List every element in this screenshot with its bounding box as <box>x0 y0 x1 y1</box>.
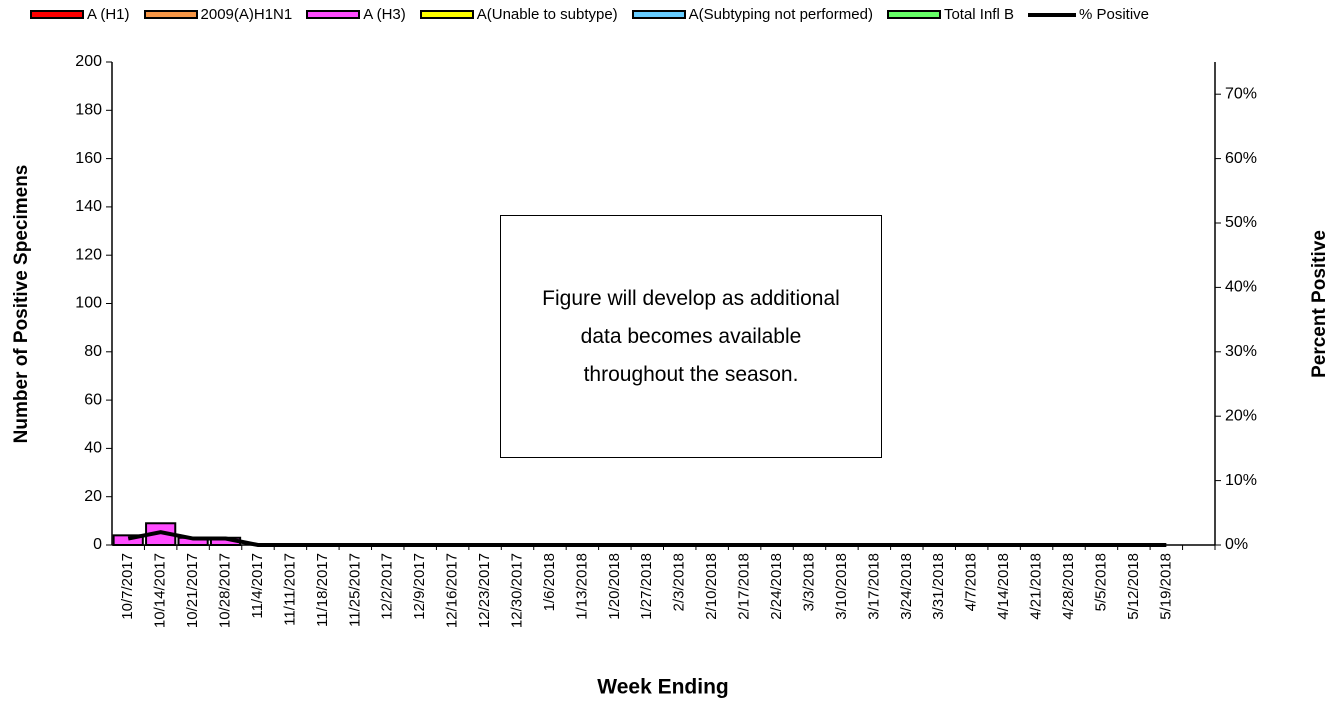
annotation: Figure will develop as additional data b… <box>500 215 882 458</box>
y2-tick-label: 30% <box>1225 343 1257 360</box>
y2-tick-label: 70% <box>1225 85 1257 102</box>
y2-tick-label: 0% <box>1225 536 1248 553</box>
legend-item: A (H3) <box>306 6 406 23</box>
y-tick-label: 200 <box>75 53 102 70</box>
x-tick-label: 2/17/2018 <box>736 553 753 620</box>
legend-item: A (H1) <box>30 6 130 23</box>
x-tick-label: 1/6/2018 <box>541 553 558 611</box>
x-tick-label: 11/4/2017 <box>249 553 266 619</box>
x-tick-label: 11/11/2017 <box>281 553 298 626</box>
x-tick-label: 2/3/2018 <box>671 553 688 611</box>
legend: A (H1) 2009(A)H1N1 A (H3) A(Unable to subty… <box>30 6 1149 23</box>
x-tick-label: 5/12/2018 <box>1125 553 1142 620</box>
x-tick-label: 11/25/2017 <box>346 553 363 627</box>
x-tick-label: 10/7/2017 <box>119 553 136 620</box>
legend-swatch <box>143 10 198 19</box>
y2-tick-label: 20% <box>1225 407 1257 424</box>
y-tick-label: 20 <box>84 488 102 505</box>
legend-label: A (H1) <box>87 6 130 23</box>
legend-swatch <box>1027 12 1076 17</box>
y-tick-label: 100 <box>75 295 102 312</box>
y-tick-label: 120 <box>75 246 102 263</box>
x-tick-label: 4/21/2018 <box>1028 553 1045 620</box>
x-tick-label: 4/28/2018 <box>1060 553 1077 620</box>
y-tick-label: 160 <box>75 150 102 167</box>
x-tick-label: 10/21/2017 <box>184 553 201 628</box>
y-tick-label: 40 <box>84 440 102 457</box>
legend-swatch <box>306 10 361 19</box>
y-tick-label: 80 <box>84 343 102 360</box>
x-tick-label: 4/14/2018 <box>995 553 1012 620</box>
x-tick-label: 1/20/2018 <box>606 553 623 620</box>
legend-label: 2009(A)H1N1 <box>200 6 293 23</box>
y-tick-label: 0 <box>93 536 102 553</box>
x-tick-label: 1/27/2018 <box>638 553 655 620</box>
legend-swatch <box>419 10 474 19</box>
x-tick-label: 2/10/2018 <box>703 553 720 620</box>
y2-tick-label: 60% <box>1225 150 1257 167</box>
x-tick-label: 11/18/2017 <box>314 553 331 627</box>
y2-tick-label: 40% <box>1225 279 1257 296</box>
legend-label: A(Subtyping not performed) <box>688 6 873 23</box>
x-tick-label: 1/13/2018 <box>573 553 590 620</box>
x-tick-label: 4/7/2018 <box>963 553 980 611</box>
x-tick-label: 12/16/2017 <box>444 553 461 628</box>
x-tick-label: 12/23/2017 <box>476 553 493 628</box>
y-tick-label: 60 <box>84 391 102 408</box>
y2-axis-title: Percent Positive <box>1309 230 1330 378</box>
x-axis-title: Week Ending <box>597 676 728 699</box>
legend-item: Total Infl B <box>886 6 1014 23</box>
legend-label: Total Infl B <box>943 6 1014 23</box>
percent-line <box>127 530 1167 547</box>
x-tick-label: 12/9/2017 <box>411 553 428 620</box>
x-tick-label: 3/31/2018 <box>930 553 947 620</box>
x-tick-label: 3/3/2018 <box>800 553 817 611</box>
x-tick-label: 5/5/2018 <box>1092 553 1109 611</box>
y-tick-label: 180 <box>75 102 102 119</box>
bar-segment <box>112 534 144 547</box>
legend-swatch <box>30 10 84 19</box>
legend-swatch <box>631 10 686 19</box>
legend-item: A(Subtyping not performed) <box>631 6 873 23</box>
x-tick-label: 10/28/2017 <box>217 553 234 628</box>
legend-swatch <box>886 10 941 19</box>
x-tick-label: 3/24/2018 <box>898 553 915 620</box>
y2-tick-label: 10% <box>1225 472 1257 489</box>
y2-tick-label: 50% <box>1225 214 1257 231</box>
x-tick-label: 12/2/2017 <box>379 553 396 620</box>
y-axis-title: Number of Positive Specimens <box>11 165 32 444</box>
x-tick-label: 2/24/2018 <box>768 553 785 620</box>
legend-label: % Positive <box>1078 6 1150 23</box>
x-tick-label: 10/14/2017 <box>152 553 169 628</box>
legend-item: 2009(A)H1N1 <box>143 6 293 23</box>
x-tick-label: 5/19/2018 <box>1157 553 1174 620</box>
legend-item: % Positive <box>1027 6 1150 23</box>
x-tick-label: 3/17/2018 <box>865 553 882 620</box>
x-tick-label: 12/30/2017 <box>508 553 525 628</box>
legend-label: A (H3) <box>363 6 406 23</box>
legend-item: A(Unable to subtype) <box>419 6 618 23</box>
y-tick-label: 140 <box>75 198 102 215</box>
x-tick-label: 3/10/2018 <box>833 553 850 620</box>
legend-label: A(Unable to subtype) <box>476 6 618 23</box>
